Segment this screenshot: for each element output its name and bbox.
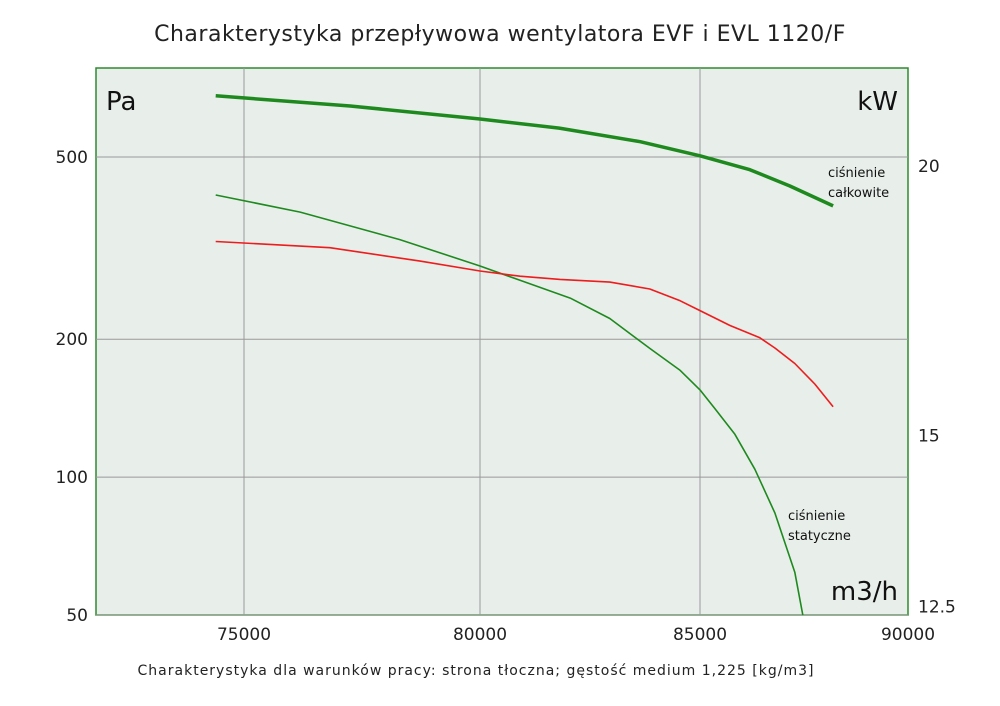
x-axis-unit: m3/h (831, 577, 898, 607)
series-line-total-pressure (215, 94, 834, 208)
y2-axis-unit: kW (857, 87, 898, 117)
y2-tick-label: 20 (918, 157, 940, 177)
y-tick-label: 500 (56, 148, 88, 168)
footnote: Charakterystyka dla warunków pracy: stro… (138, 663, 815, 679)
y2-tick-label: 15 (918, 427, 940, 447)
plot-area (95, 67, 909, 616)
ticks: 75000 80000 85000 90000 500 200 100 50 20 15 12.5 (56, 148, 956, 645)
x-tick-label: 90000 (881, 625, 935, 645)
x-tick-label: 80000 (453, 625, 507, 645)
series-line-static-pressure (215, 194, 804, 616)
y-tick-label: 50 (66, 606, 88, 626)
y-axis-unit: Pa (106, 87, 136, 117)
y2-tick-label: 12.5 (918, 598, 956, 618)
y-tick-label: 200 (56, 330, 88, 350)
x-tick-label: 75000 (217, 625, 271, 645)
y-tick-label: 100 (56, 468, 88, 488)
label-static-pressure-2: statyczne (788, 529, 851, 544)
x-tick-label: 85000 (673, 625, 727, 645)
series-lines (215, 94, 834, 616)
grid (96, 68, 908, 616)
label-static-pressure-1: ciśnienie (788, 509, 845, 524)
label-total-pressure-1: ciśnienie (828, 166, 885, 181)
chart-title: Charakterystyka przepływowa wentylatora … (154, 22, 846, 47)
series-line-power (215, 240, 834, 408)
label-total-pressure-2: całkowite (828, 186, 889, 201)
